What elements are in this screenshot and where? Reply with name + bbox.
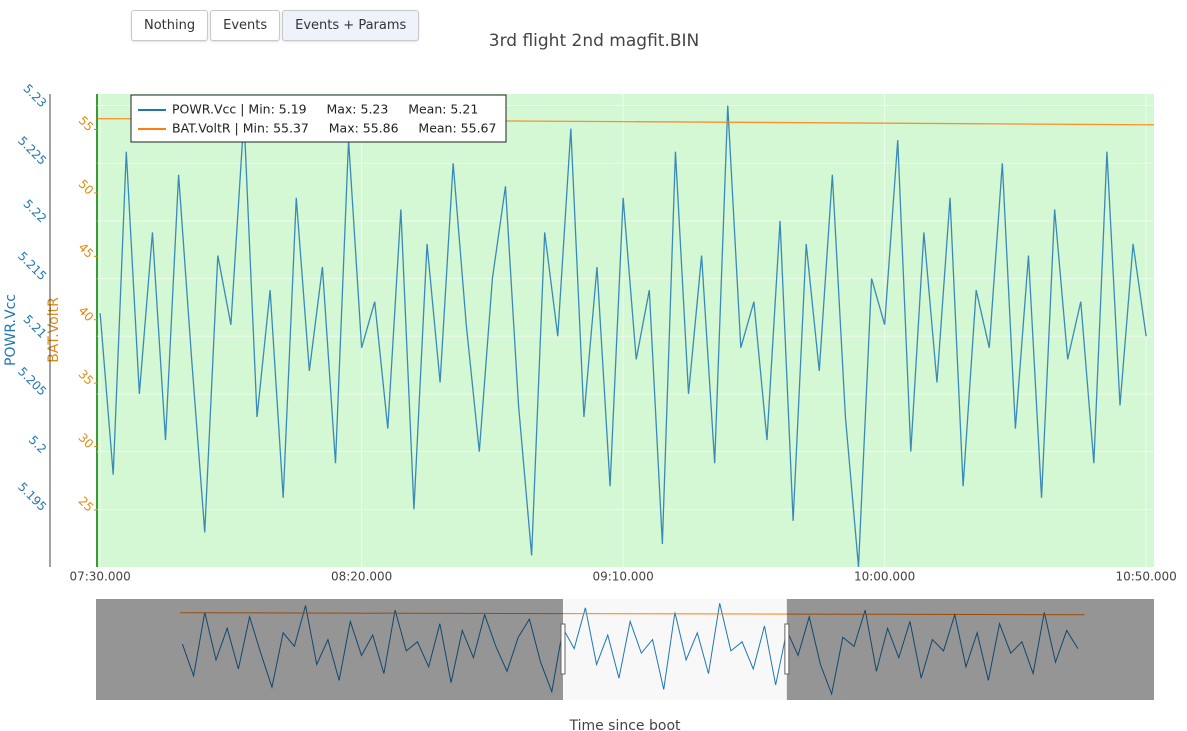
y2-tick-label: 55 [76,113,97,134]
x-tick-label: 10:00.000 [854,570,915,584]
rangeslider-mask [96,599,563,700]
x-tick-label: 08:20.000 [331,570,392,584]
y2-tick-label: 30 [76,430,97,451]
y-axis-title: POWR.Vcc [3,294,19,366]
y2-tick-label: 25 [76,494,97,515]
button[interactable]: Events + Params [282,10,420,41]
legend: POWR.Vcc | Min: 5.19 Max: 5.23 Mean: 5.2… [130,94,507,143]
button-bar: Nothing Events Events + Params [131,10,420,41]
rangeslider-mask [786,599,1154,700]
rangeslider-handle[interactable] [784,623,790,675]
y-tick-label: 5.205 [15,364,49,398]
x-axis-title: Time since boot [568,718,681,731]
x-tick-label: 10:50.000 [1115,570,1176,584]
series-line [181,603,1079,696]
legend-box [130,94,507,143]
x-tick-label: 07:30.000 [69,570,130,584]
y-tick-label: 5.2 [26,433,49,456]
y2-tick-label: 35 [76,367,97,388]
y2-tick-label: 50 [76,177,97,198]
series-line [99,105,1147,567]
y-tick-label: 5.22 [21,197,50,226]
legend-label: POWR.Vcc | Min: 5.19 Max: 5.23 Mean: 5.2… [172,102,478,117]
y-tick-label: 5.215 [15,249,49,283]
y-tick-label: 5.23 [21,81,50,110]
rangeslider-lines [180,603,1085,696]
y-tick-label: 5.195 [15,480,49,514]
legend-label: BAT.VoltR | Min: 55.37 Max: 55.86 Mean: … [172,121,496,136]
y-tick-label: 5.225 [15,134,49,168]
series-line [180,612,1085,616]
chart-title: 3rd flight 2nd magfit.BIN [489,31,700,51]
y2-tick-label: 45 [76,240,97,261]
plot-background [97,94,1154,567]
button[interactable]: Nothing [131,10,209,41]
button[interactable]: Events [210,10,281,41]
x-tick-label: 09:10.000 [592,570,653,584]
y-tick-label: 5.21 [21,312,50,341]
rangeslider-handle[interactable] [560,623,566,675]
y2-tick-label: 40 [76,304,97,325]
